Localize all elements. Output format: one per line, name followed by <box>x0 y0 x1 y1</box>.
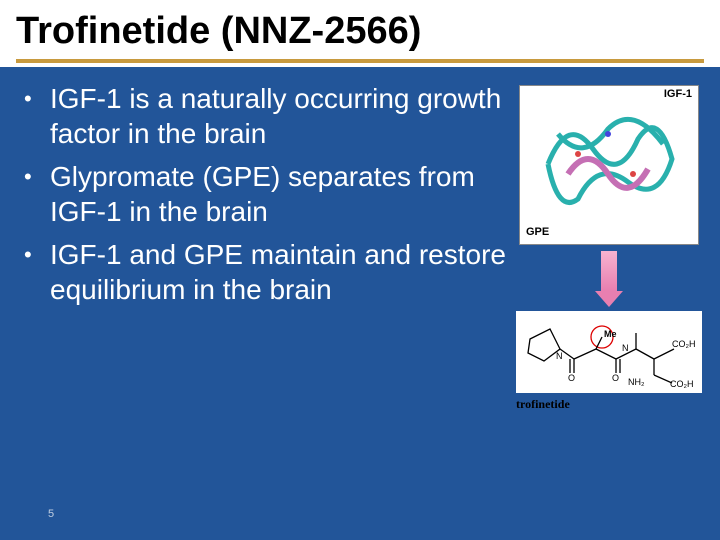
chem-label-co2h2: CO₂H <box>670 379 694 389</box>
figure-caption: trofinetide <box>516 395 570 414</box>
chem-label-n1: N <box>556 351 563 361</box>
protein-label-igf1: IGF-1 <box>664 88 692 100</box>
chemical-structure: Me N N O O NH₂ CO₂H CO₂H <box>516 311 702 393</box>
slide-number: 5 <box>48 508 54 522</box>
chem-label-me: Me <box>604 329 617 339</box>
bullet-column: IGF-1 is a naturally occurring growth fa… <box>24 81 510 414</box>
title-rule <box>16 59 704 63</box>
chem-label-n2: N <box>622 343 629 353</box>
protein-ribbon-icon <box>538 104 682 224</box>
chem-label-o2: O <box>612 373 619 383</box>
protein-figure: IGF-1 GPE <box>519 85 699 245</box>
bullet-item: IGF-1 and GPE maintain and restore equil… <box>24 237 510 307</box>
bullet-item: IGF-1 is a naturally occurring growth fa… <box>24 81 510 151</box>
figure-column: IGF-1 GPE <box>510 81 708 414</box>
bullet-item: Glypromate (GPE) separates from IGF-1 in… <box>24 159 510 229</box>
slide-title: Trofinetide (NNZ-2566) <box>16 10 704 53</box>
content-area: IGF-1 is a naturally occurring growth fa… <box>0 67 720 414</box>
chem-label-co2h1: CO₂H <box>672 339 696 349</box>
chem-label-nh2: NH₂ <box>628 377 645 387</box>
arrow-down-icon <box>597 251 621 307</box>
header: Trofinetide (NNZ-2566) <box>0 0 720 67</box>
protein-label-gpe: GPE <box>526 226 549 238</box>
chem-label-o1: O <box>568 373 575 383</box>
